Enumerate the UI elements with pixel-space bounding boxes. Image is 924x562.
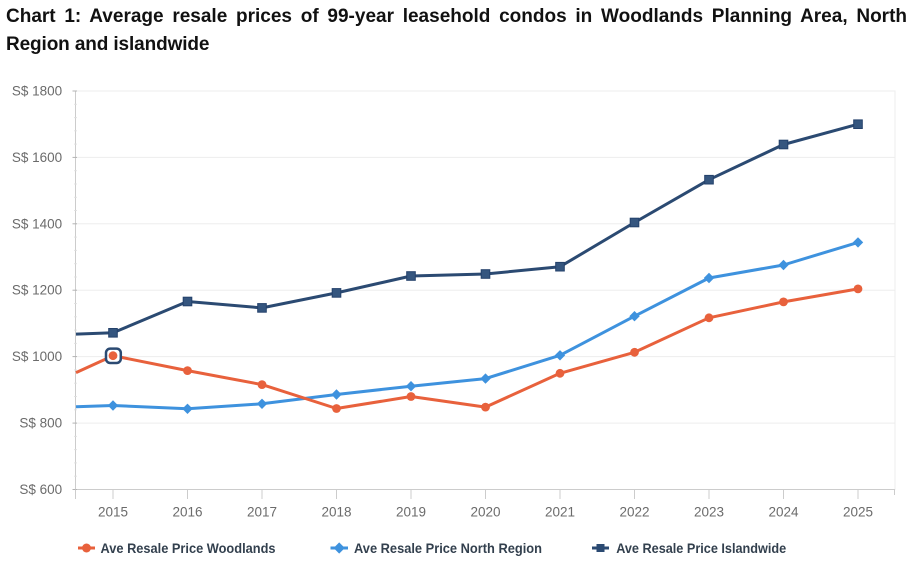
svg-text:2015: 2015 [98,505,128,520]
svg-text:2016: 2016 [172,505,202,520]
svg-text:2018: 2018 [321,505,351,520]
svg-text:2024: 2024 [768,505,799,520]
svg-text:S$ 1600: S$ 1600 [12,150,62,165]
svg-text:S$ 1200: S$ 1200 [12,283,62,298]
svg-text:Ave Resale Price Islandwide: Ave Resale Price Islandwide [616,540,786,556]
svg-text:Ave Resale Price North Region: Ave Resale Price North Region [354,540,542,556]
svg-text:S$ 800: S$ 800 [19,416,62,431]
svg-text:2017: 2017 [247,505,277,520]
svg-text:S$ 1400: S$ 1400 [12,216,62,231]
svg-text:S$ 600: S$ 600 [19,482,62,497]
svg-text:Ave Resale Price Woodlands: Ave Resale Price Woodlands [101,540,276,556]
svg-text:2022: 2022 [619,505,649,520]
svg-text:2021: 2021 [545,505,575,520]
svg-text:2020: 2020 [470,505,500,520]
svg-text:2023: 2023 [694,505,724,520]
svg-text:S$ 1800: S$ 1800 [12,84,62,99]
svg-text:S$ 1000: S$ 1000 [12,349,62,364]
svg-text:2019: 2019 [396,505,426,520]
svg-text:2025: 2025 [843,505,873,520]
